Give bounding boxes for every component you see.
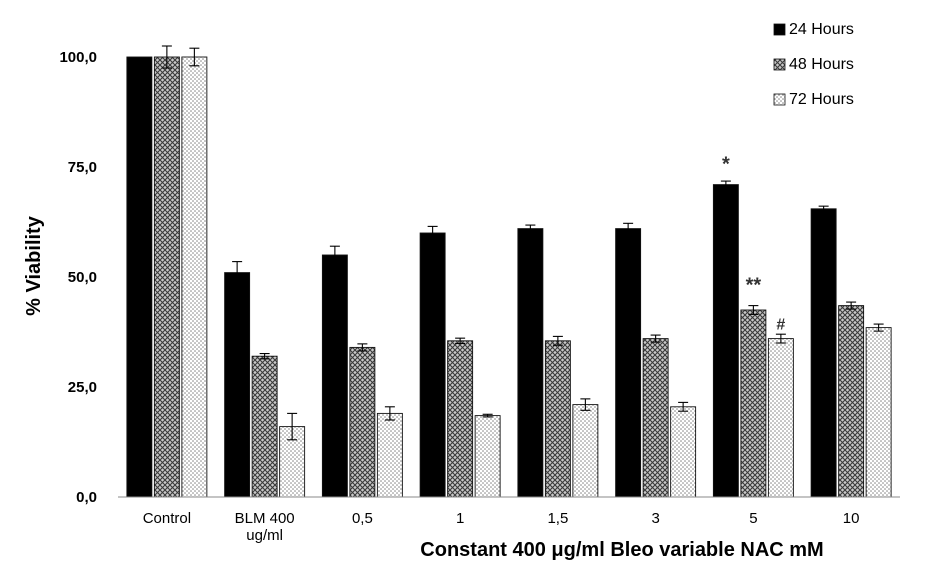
bar-24-hours <box>224 272 251 498</box>
bar-72-hours <box>865 327 892 498</box>
bar-48-hours <box>740 309 767 498</box>
x-tick-label: 1,5 <box>547 510 568 527</box>
bar-72-hours <box>670 406 697 498</box>
bar-48-hours <box>153 56 180 498</box>
error-bar <box>580 398 591 411</box>
significance-marker: # <box>776 316 785 333</box>
error-bar <box>287 412 298 441</box>
legend-item-72-hours: 72 Hours <box>773 91 854 108</box>
error-bars <box>161 45 884 441</box>
error-bar <box>623 222 634 235</box>
legend-swatch <box>773 93 786 106</box>
legend-label: 72 Hours <box>789 91 854 108</box>
legend-label: 24 Hours <box>789 21 854 38</box>
bar-48-hours <box>642 338 669 498</box>
bar-72-hours <box>181 56 208 498</box>
error-bar <box>775 333 786 344</box>
bar-48-hours <box>447 340 474 498</box>
error-bar <box>232 261 243 285</box>
x-axis-title: Constant 400 μg/ml Bleo variable NAC mM <box>420 539 823 561</box>
error-bar <box>525 224 536 233</box>
bar-48-hours <box>838 305 865 498</box>
x-tick-label: Control <box>143 510 191 527</box>
significance-marker: ** <box>746 275 762 297</box>
y-axis-title: % Viability <box>23 215 45 316</box>
error-bar <box>357 343 368 352</box>
error-bar <box>678 401 689 412</box>
x-tick-label: 5 <box>749 510 757 527</box>
y-tick-label: 0,0 <box>76 489 97 506</box>
error-bar <box>161 45 172 69</box>
significance-annotations: ***# <box>722 154 785 334</box>
legend-label: 48 Hours <box>789 56 854 73</box>
legend-item-24-hours: 24 Hours <box>773 21 854 38</box>
error-bar <box>818 205 829 212</box>
error-bar <box>329 245 340 265</box>
y-tick-label: 50,0 <box>68 269 97 286</box>
y-tick-label: 100,0 <box>59 49 97 66</box>
legend-swatch <box>773 23 786 36</box>
bar-72-hours <box>474 415 501 498</box>
bar-48-hours <box>251 355 278 498</box>
bar-72-hours <box>376 412 403 498</box>
bar-72-hours <box>767 338 794 498</box>
bar-72-hours <box>572 404 599 498</box>
error-bar <box>720 180 731 189</box>
bar-24-hours <box>419 232 446 498</box>
bar-24-hours <box>517 228 544 498</box>
error-bar <box>650 334 661 343</box>
bar-marks <box>126 56 892 498</box>
bar-24-hours <box>321 254 348 498</box>
x-tick-label: ug/ml <box>246 527 283 544</box>
error-bar <box>427 225 438 241</box>
significance-marker: * <box>722 154 730 176</box>
bar-48-hours <box>349 346 376 498</box>
error-bar <box>552 335 563 346</box>
bar-24-hours <box>615 228 642 498</box>
error-bar <box>873 323 884 332</box>
y-axis-ticks: 0,0 25,0 50,0 75,0 100,0 <box>59 49 97 506</box>
x-tick-label: BLM 400 <box>235 510 295 527</box>
error-bar <box>189 47 200 67</box>
bar-24-hours <box>810 208 837 498</box>
x-tick-label: 1 <box>456 510 464 527</box>
error-bar <box>846 301 857 310</box>
error-bar <box>482 413 493 418</box>
x-tick-label: 3 <box>651 510 659 527</box>
error-bar <box>455 337 466 344</box>
y-tick-label: 75,0 <box>68 159 97 176</box>
legend-item-48-hours: 48 Hours <box>773 56 854 73</box>
bar-24-hours <box>126 56 153 498</box>
x-tick-label: 0,5 <box>352 510 373 527</box>
error-bar <box>384 406 395 421</box>
bar-24-hours <box>712 184 739 498</box>
y-tick-label: 25,0 <box>68 379 97 396</box>
legend: 24 Hours 48 Hours 72 Hours <box>773 21 854 108</box>
bar-48-hours <box>544 340 571 498</box>
x-tick-label: 10 <box>843 510 860 527</box>
legend-swatch <box>773 58 786 71</box>
error-bar <box>748 305 759 315</box>
error-bar <box>259 353 270 360</box>
